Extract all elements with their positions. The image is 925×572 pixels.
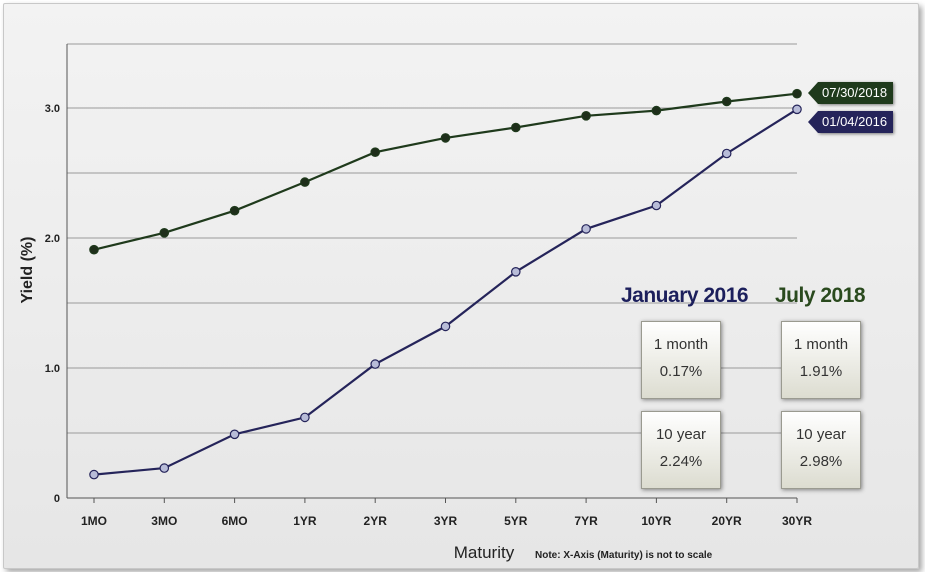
x-tick-label: 30YR (782, 514, 812, 528)
series-layer (89, 88, 802, 480)
data-point (510, 266, 521, 277)
stat-box-jan2016-10year: 10 year 2.24% (641, 411, 721, 489)
x-tick-label: 1MO (81, 514, 107, 528)
x-tick-label: 1YR (293, 514, 317, 528)
x-tick-label: 3MO (151, 514, 177, 528)
y-tick-label: 0 (54, 493, 60, 505)
data-point (229, 429, 240, 440)
data-point (370, 359, 380, 369)
data-point (440, 321, 451, 332)
x-tick-label: 7YR (574, 514, 598, 528)
data-point (159, 463, 170, 473)
x-tick-label: 20YR (712, 514, 742, 528)
x-axis-note: Note: X-Axis (Maturity) is not to scale (535, 550, 713, 561)
axes: 0 1.0 2.0 3.0 1MO 3MO 6MO 1YR 2YR 3YR 5YR 7YR 10YR 20… (45, 44, 812, 528)
stat-box-jul2018-1month: 1 month 1.91% (781, 321, 861, 399)
panel-title-january-2016: January 2016 (621, 284, 749, 307)
data-point (89, 469, 99, 480)
series-end-label-2016: 01/04/2016 (807, 111, 894, 133)
x-axis-label: Maturity (454, 543, 515, 562)
data-point (721, 148, 732, 159)
panel-title-july-2018: July 2018 (775, 284, 866, 307)
stat-label: 1 month (793, 336, 849, 353)
data-point (300, 177, 310, 187)
stat-box-jul2018-10year: 10 year 2.98% (781, 411, 861, 489)
x-tick-label: 2YR (364, 514, 388, 528)
stat-label: 1 month (653, 336, 709, 353)
data-point (651, 105, 662, 116)
series-line-0 (93, 92, 798, 251)
data-point (159, 228, 170, 238)
stat-label: 10 year (655, 426, 707, 443)
data-point (581, 111, 591, 121)
stat-value: 0.17% (659, 363, 703, 380)
x-tick-label: 6MO (222, 514, 248, 528)
x-tick-label: 10YR (641, 514, 671, 528)
stat-value: 2.98% (799, 453, 843, 470)
data-point (89, 244, 99, 255)
data-point (721, 96, 732, 107)
data-point (581, 224, 591, 234)
y-tick-label: 2.0 (45, 233, 60, 245)
data-point (440, 133, 451, 143)
stat-box-jan2016-1month: 1 month 0.17% (641, 321, 721, 399)
stat-value: 1.91% (799, 363, 843, 380)
data-point (792, 104, 802, 115)
x-tick-label: 3YR (434, 514, 458, 528)
data-point (300, 412, 310, 423)
data-point (370, 147, 380, 157)
x-tick-label: 5YR (504, 514, 528, 528)
data-point (792, 88, 802, 99)
y-tick-label: 3.0 (45, 103, 60, 115)
y-axis-label: Yield (%) (19, 237, 36, 304)
data-point (651, 200, 662, 211)
stat-label: 10 year (795, 426, 847, 443)
data-point (229, 205, 240, 216)
data-point (510, 122, 521, 133)
series-end-label-2018: 07/30/2018 (807, 82, 894, 104)
y-tick-label: 1.0 (45, 363, 60, 375)
stat-value: 2.24% (659, 453, 703, 470)
